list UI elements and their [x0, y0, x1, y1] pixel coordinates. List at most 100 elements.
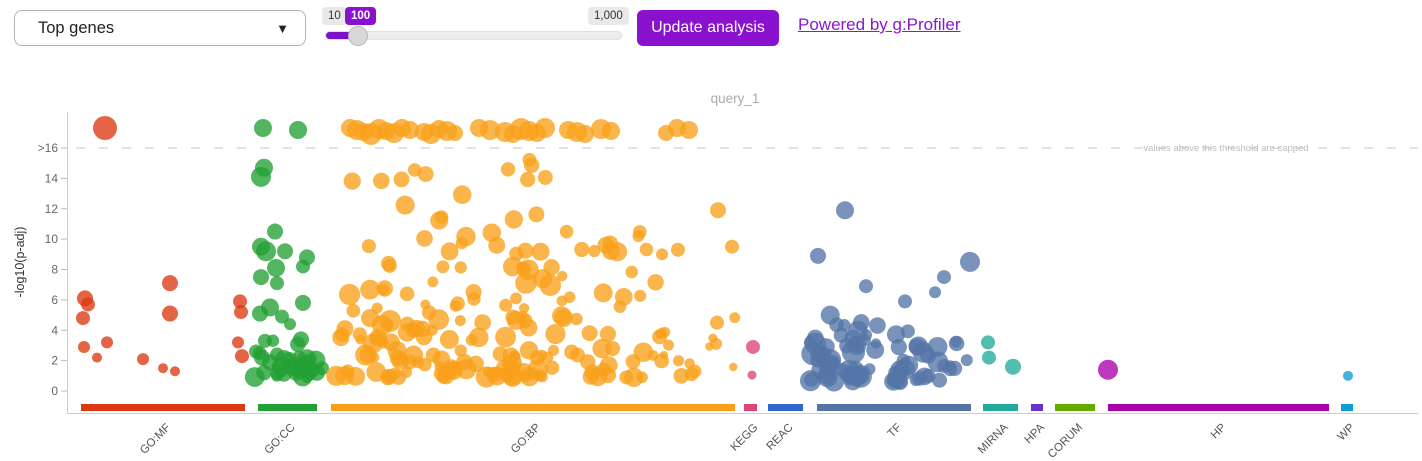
data-point-go-bp[interactable] — [454, 261, 467, 274]
data-point-tf[interactable] — [929, 286, 941, 299]
data-point-go-bp[interactable] — [495, 326, 517, 348]
data-point-go-bp[interactable] — [592, 338, 612, 359]
data-point-go-bp[interactable] — [559, 224, 574, 239]
data-point-go-bp[interactable] — [450, 296, 465, 311]
data-point-go-bp[interactable] — [531, 242, 550, 261]
data-point-go-cc[interactable] — [267, 223, 283, 240]
data-point-go-mf[interactable] — [76, 311, 90, 326]
data-point-go-bp[interactable] — [444, 361, 463, 381]
data-point-tf[interactable] — [891, 373, 908, 390]
data-point-go-bp[interactable] — [625, 354, 641, 369]
data-point-go-bp[interactable] — [537, 169, 553, 185]
data-point-go-bp[interactable] — [684, 367, 699, 382]
data-point-go-bp[interactable] — [420, 299, 431, 310]
data-point-go-bp[interactable] — [544, 360, 560, 375]
data-point-go-bp[interactable] — [440, 242, 459, 261]
data-point-go-bp[interactable] — [557, 270, 568, 282]
data-point-go-bp[interactable] — [710, 202, 726, 219]
data-point-go-bp[interactable] — [504, 210, 524, 229]
data-point-go-bp[interactable] — [428, 309, 450, 330]
data-point-go-bp[interactable] — [452, 185, 472, 204]
data-point-tf[interactable] — [859, 279, 873, 294]
data-point-go-bp[interactable] — [404, 345, 424, 365]
data-point-go-bp[interactable] — [527, 358, 548, 380]
slider-handle[interactable] — [348, 26, 368, 46]
data-point-go-bp[interactable] — [519, 303, 530, 314]
data-point-go-mf[interactable] — [235, 349, 249, 364]
dataset-select[interactable]: Top genes ▼ — [14, 10, 306, 46]
data-point-wp[interactable] — [1343, 370, 1353, 381]
data-point-go-cc[interactable] — [296, 259, 310, 274]
data-point-tf[interactable] — [799, 370, 822, 392]
data-point-go-bp[interactable] — [346, 303, 361, 318]
data-point-go-bp[interactable] — [729, 362, 738, 372]
data-point-go-cc[interactable] — [275, 309, 289, 324]
data-point-go-bp[interactable] — [439, 329, 459, 349]
data-point-go-bp[interactable] — [520, 171, 536, 188]
data-point-go-cc[interactable] — [295, 294, 311, 311]
data-point-go-mf[interactable] — [162, 305, 178, 322]
data-point-go-mf[interactable] — [78, 340, 90, 353]
data-point-go-bp[interactable] — [593, 283, 613, 303]
data-point-go-bp[interactable] — [371, 302, 383, 314]
data-point-go-bp[interactable] — [418, 357, 432, 372]
data-point-go-cc[interactable] — [251, 166, 271, 187]
data-point-go-bp[interactable] — [399, 286, 415, 302]
data-point-tf[interactable] — [960, 251, 980, 272]
data-point-go-mf[interactable] — [92, 352, 102, 363]
data-point-go-bp[interactable] — [480, 120, 500, 140]
data-point-go-bp[interactable] — [639, 242, 654, 257]
data-point-go-bp[interactable] — [656, 248, 668, 261]
data-point-go-bp[interactable] — [574, 241, 590, 258]
data-point-tf[interactable] — [859, 334, 871, 346]
data-point-go-bp[interactable] — [382, 333, 400, 352]
data-point-go-bp[interactable] — [671, 242, 685, 257]
data-point-go-bp[interactable] — [580, 354, 596, 370]
data-point-go-bp[interactable] — [508, 351, 521, 364]
data-point-go-bp[interactable] — [510, 292, 522, 305]
data-point-go-bp[interactable] — [619, 370, 634, 385]
data-point-go-cc[interactable] — [289, 121, 307, 139]
data-point-go-bp[interactable] — [454, 315, 466, 327]
data-point-go-bp[interactable] — [535, 118, 555, 138]
data-point-go-bp[interactable] — [710, 315, 724, 330]
data-point-go-bp[interactable] — [613, 300, 627, 314]
data-point-tf[interactable] — [823, 371, 845, 392]
data-point-go-cc[interactable] — [252, 305, 268, 322]
data-point-tf[interactable] — [866, 341, 885, 359]
data-point-go-bp[interactable] — [338, 283, 361, 306]
data-point-tf[interactable] — [829, 317, 844, 332]
slider-track[interactable] — [325, 26, 622, 46]
data-point-tf[interactable] — [803, 336, 817, 349]
data-point-kegg[interactable] — [747, 370, 757, 380]
data-point-go-cc[interactable] — [254, 119, 272, 137]
data-point-go-bp[interactable] — [379, 310, 402, 332]
data-point-tf[interactable] — [920, 348, 936, 364]
data-point-go-bp[interactable] — [659, 350, 669, 360]
data-point-go-bp[interactable] — [634, 289, 647, 302]
data-point-go-bp[interactable] — [355, 344, 377, 366]
data-point-go-bp[interactable] — [725, 239, 739, 254]
data-point-go-bp[interactable] — [334, 327, 350, 342]
data-point-go-bp[interactable] — [533, 269, 553, 289]
data-point-go-bp[interactable] — [515, 272, 537, 294]
data-point-go-bp[interactable] — [656, 327, 667, 338]
data-point-mirna[interactable] — [1005, 358, 1021, 375]
data-point-go-bp[interactable] — [672, 355, 685, 367]
data-point-go-bp[interactable] — [684, 358, 695, 369]
data-point-go-cc[interactable] — [293, 331, 309, 348]
data-point-tf[interactable] — [943, 362, 958, 377]
data-point-go-bp[interactable] — [647, 274, 664, 291]
data-point-go-bp[interactable] — [636, 371, 648, 384]
data-point-go-bp[interactable] — [366, 362, 387, 382]
data-point-go-bp[interactable] — [632, 229, 645, 243]
data-point-go-cc[interactable] — [271, 370, 283, 382]
data-point-go-bp[interactable] — [436, 260, 450, 274]
data-point-go-bp[interactable] — [373, 172, 390, 190]
data-point-go-bp[interactable] — [397, 323, 417, 342]
data-point-go-mf[interactable] — [162, 275, 178, 292]
data-point-go-bp[interactable] — [597, 236, 615, 254]
data-point-go-bp[interactable] — [382, 258, 397, 273]
data-point-go-bp[interactable] — [502, 367, 523, 387]
update-analysis-button[interactable]: Update analysis — [637, 10, 779, 46]
